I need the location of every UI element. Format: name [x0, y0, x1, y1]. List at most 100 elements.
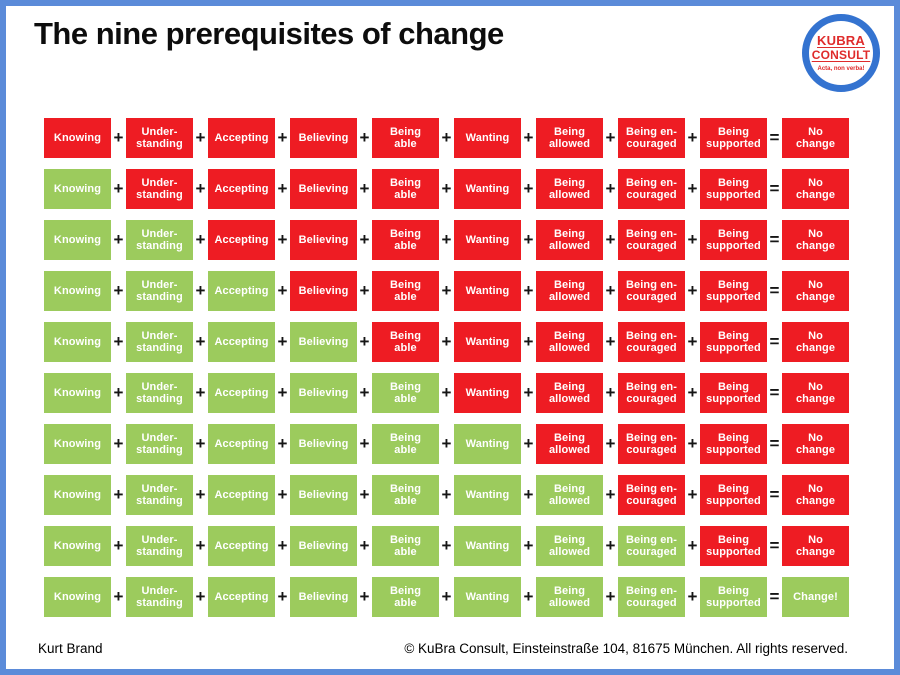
plus-operator: +	[687, 332, 698, 351]
prerequisite-box: Being supported	[700, 577, 767, 617]
equation-row: Knowing + Under-standing + Accepting + Believi…	[44, 373, 849, 413]
plus-operator: +	[605, 179, 616, 198]
plus-operator: +	[523, 383, 534, 402]
prerequisite-box: Being en-couraged	[618, 373, 685, 413]
plus-operator: +	[359, 230, 370, 249]
prerequisite-box: Being able	[372, 373, 439, 413]
prerequisite-box: Being allowed	[536, 373, 603, 413]
prerequisite-box: Believing	[290, 577, 357, 617]
plus-operator: +	[195, 383, 206, 402]
prerequisite-box: Wanting	[454, 322, 521, 362]
equation-row: Knowing + Under-standing + Accepting + Believi…	[44, 424, 849, 464]
plus-operator: +	[687, 281, 698, 300]
plus-operator: +	[605, 128, 616, 147]
prerequisite-box: Believing	[290, 424, 357, 464]
prerequisite-box: Being supported	[700, 373, 767, 413]
result-box: No change	[782, 322, 849, 362]
prerequisite-box: Accepting	[208, 424, 275, 464]
plus-operator: +	[113, 383, 124, 402]
equation-row: Knowing + Under-standing + Accepting + Believi…	[44, 118, 849, 158]
prerequisite-box: Being en-couraged	[618, 526, 685, 566]
plus-operator: +	[113, 587, 124, 606]
prerequisite-box: Accepting	[208, 118, 275, 158]
plus-operator: +	[441, 179, 452, 198]
plus-operator: +	[687, 179, 698, 198]
prerequisite-box: Accepting	[208, 475, 275, 515]
prerequisite-box: Knowing	[44, 118, 111, 158]
plus-operator: +	[113, 434, 124, 453]
prerequisite-box: Being supported	[700, 220, 767, 260]
prerequisite-box: Under-standing	[126, 475, 193, 515]
plus-operator: +	[441, 332, 452, 351]
logo-text-consult: CONSULT	[811, 48, 871, 63]
prerequisite-box: Under-standing	[126, 169, 193, 209]
prerequisite-box: Wanting	[454, 220, 521, 260]
equals-operator: =	[769, 332, 780, 351]
result-box: No change	[782, 424, 849, 464]
plus-operator: +	[359, 587, 370, 606]
prerequisite-box: Being allowed	[536, 577, 603, 617]
plus-operator: +	[113, 485, 124, 504]
prerequisite-box: Accepting	[208, 169, 275, 209]
equals-operator: =	[769, 281, 780, 300]
prerequisite-box: Being supported	[700, 424, 767, 464]
plus-operator: +	[687, 434, 698, 453]
plus-operator: +	[195, 128, 206, 147]
plus-operator: +	[687, 230, 698, 249]
equals-operator: =	[769, 485, 780, 504]
prerequisite-box: Under-standing	[126, 220, 193, 260]
plus-operator: +	[359, 485, 370, 504]
plus-operator: +	[195, 179, 206, 198]
plus-operator: +	[195, 536, 206, 555]
prerequisite-box: Being able	[372, 271, 439, 311]
prerequisite-box: Wanting	[454, 118, 521, 158]
plus-operator: +	[523, 434, 534, 453]
plus-operator: +	[523, 179, 534, 198]
plus-operator: +	[113, 332, 124, 351]
equals-operator: =	[769, 587, 780, 606]
plus-operator: +	[277, 434, 288, 453]
equation-row: Knowing + Under-standing + Accepting + Believi…	[44, 220, 849, 260]
prerequisite-box: Being able	[372, 475, 439, 515]
plus-operator: +	[277, 230, 288, 249]
prerequisite-box: Accepting	[208, 373, 275, 413]
plus-operator: +	[113, 179, 124, 198]
prerequisite-box: Being able	[372, 577, 439, 617]
prerequisite-box: Wanting	[454, 373, 521, 413]
prerequisite-box: Knowing	[44, 475, 111, 515]
plus-operator: +	[277, 383, 288, 402]
prerequisite-box: Being supported	[700, 322, 767, 362]
plus-operator: +	[277, 179, 288, 198]
equals-operator: =	[769, 230, 780, 249]
prerequisite-box: Being en-couraged	[618, 577, 685, 617]
prerequisite-box: Knowing	[44, 220, 111, 260]
prerequisite-box: Being en-couraged	[618, 220, 685, 260]
plus-operator: +	[195, 332, 206, 351]
author-name: Kurt Brand	[38, 641, 103, 656]
plus-operator: +	[605, 536, 616, 555]
prerequisite-box: Being able	[372, 424, 439, 464]
prerequisite-box: Knowing	[44, 271, 111, 311]
plus-operator: +	[523, 587, 534, 606]
equals-operator: =	[769, 128, 780, 147]
plus-operator: +	[605, 230, 616, 249]
plus-operator: +	[359, 128, 370, 147]
plus-operator: +	[359, 179, 370, 198]
plus-operator: +	[113, 536, 124, 555]
prerequisite-box: Being en-couraged	[618, 475, 685, 515]
plus-operator: +	[523, 536, 534, 555]
plus-operator: +	[359, 434, 370, 453]
logo-text-kubra: KUBRA	[817, 33, 865, 49]
result-box: No change	[782, 373, 849, 413]
prerequisite-box: Believing	[290, 169, 357, 209]
equals-operator: =	[769, 383, 780, 402]
plus-operator: +	[441, 383, 452, 402]
plus-operator: +	[605, 383, 616, 402]
prerequisite-box: Being en-couraged	[618, 271, 685, 311]
prerequisite-box: Knowing	[44, 322, 111, 362]
prerequisite-box: Being allowed	[536, 271, 603, 311]
prerequisite-box: Under-standing	[126, 322, 193, 362]
plus-operator: +	[523, 230, 534, 249]
result-box: No change	[782, 118, 849, 158]
